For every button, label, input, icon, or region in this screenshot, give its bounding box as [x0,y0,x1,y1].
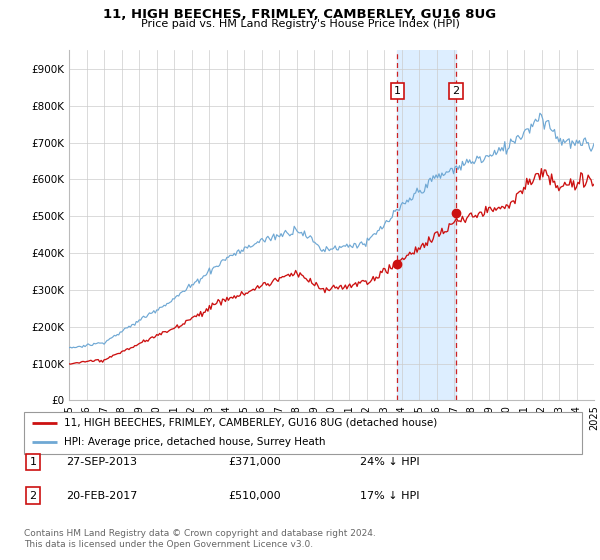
Text: 1: 1 [29,457,37,467]
Text: 1: 1 [394,86,401,96]
Text: 11, HIGH BEECHES, FRIMLEY, CAMBERLEY, GU16 8UG: 11, HIGH BEECHES, FRIMLEY, CAMBERLEY, GU… [103,8,497,21]
Text: 17% ↓ HPI: 17% ↓ HPI [360,491,419,501]
Text: Contains HM Land Registry data © Crown copyright and database right 2024.
This d: Contains HM Land Registry data © Crown c… [24,529,376,549]
Text: 11, HIGH BEECHES, FRIMLEY, CAMBERLEY, GU16 8UG (detached house): 11, HIGH BEECHES, FRIMLEY, CAMBERLEY, GU… [64,418,437,428]
Text: £371,000: £371,000 [228,457,281,467]
Bar [397,50,456,400]
Text: 27-SEP-2013: 27-SEP-2013 [66,457,137,467]
Text: 2: 2 [29,491,37,501]
Text: 2: 2 [452,86,460,96]
Text: 20-FEB-2017: 20-FEB-2017 [66,491,137,501]
Text: Price paid vs. HM Land Registry's House Price Index (HPI): Price paid vs. HM Land Registry's House … [140,19,460,29]
Text: 24% ↓ HPI: 24% ↓ HPI [360,457,419,467]
Text: £510,000: £510,000 [228,491,281,501]
Text: HPI: Average price, detached house, Surrey Heath: HPI: Average price, detached house, Surr… [64,437,326,447]
